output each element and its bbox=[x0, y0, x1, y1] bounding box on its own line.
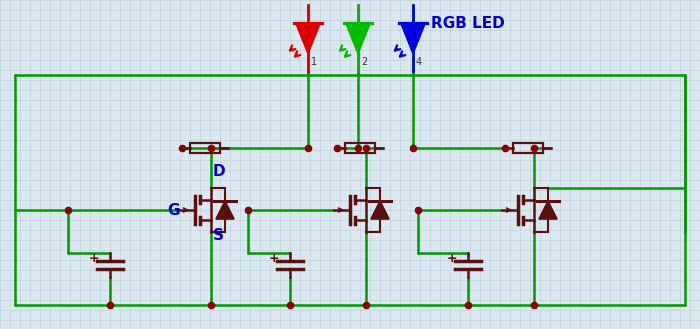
Text: S: S bbox=[213, 228, 224, 243]
Polygon shape bbox=[371, 201, 389, 219]
Bar bbox=[513, 143, 543, 153]
Text: +: + bbox=[89, 252, 99, 266]
Text: G: G bbox=[167, 203, 179, 218]
Text: 4: 4 bbox=[416, 57, 422, 67]
Bar bbox=[190, 143, 220, 153]
Text: +: + bbox=[269, 252, 279, 266]
Polygon shape bbox=[296, 23, 320, 53]
Text: RGB LED: RGB LED bbox=[431, 16, 505, 31]
Polygon shape bbox=[216, 201, 234, 219]
Polygon shape bbox=[401, 23, 425, 53]
Bar bbox=[345, 143, 375, 153]
Text: 2: 2 bbox=[361, 57, 368, 67]
Polygon shape bbox=[346, 23, 370, 53]
Text: +: + bbox=[447, 252, 458, 266]
Text: 1: 1 bbox=[311, 57, 317, 67]
Text: D: D bbox=[213, 164, 225, 179]
Polygon shape bbox=[539, 201, 557, 219]
